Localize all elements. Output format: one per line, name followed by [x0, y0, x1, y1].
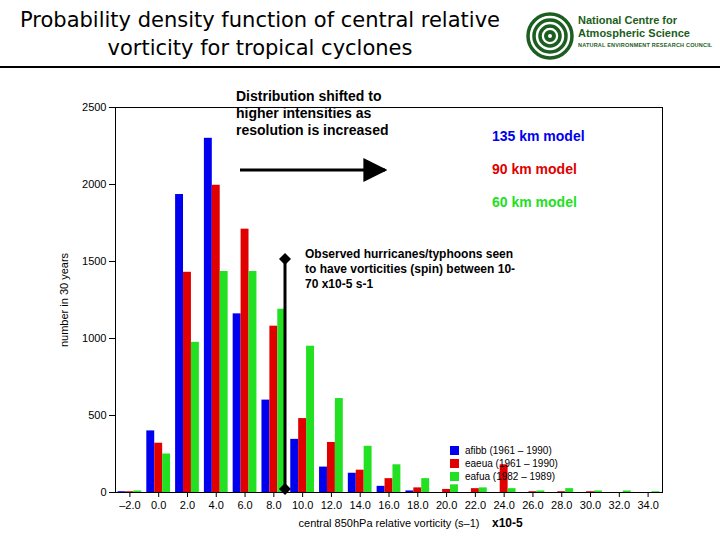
svg-text:30.0: 30.0	[580, 499, 601, 511]
svg-text:–2.0: –2.0	[119, 499, 140, 511]
html-text:x10-5: x10-5	[492, 516, 523, 530]
svg-text:6.0: 6.0	[237, 499, 252, 511]
svg-text:34.0: 34.0	[637, 499, 658, 511]
svg-text:0.0: 0.0	[151, 499, 166, 511]
html-text:Atmospheric Science: Atmospheric Science	[578, 27, 690, 39]
html-text:Observed hurricanes/typhoons s: Observed hurricanes/typhoons seen to hav…	[305, 247, 516, 291]
html-text:eaeua (1961 – 1990): eaeua (1961 – 1990)	[465, 458, 558, 469]
html-text:135 km model: 135 km model	[492, 128, 585, 144]
html-text:60 km model: 60 km model	[492, 194, 577, 210]
svg-text:10.0: 10.0	[292, 499, 313, 511]
svg-text:1000: 1000	[82, 332, 106, 344]
svg-text:2000: 2000	[82, 178, 106, 190]
html-text:Distribution shifted to higher: Distribution shifted to higher intensiti…	[236, 88, 389, 138]
html-text:afibb (1961 – 1990): afibb (1961 – 1990)	[465, 445, 552, 456]
svg-text:2500: 2500	[82, 101, 106, 113]
html-text:eafua (1982 – 1989): eafua (1982 – 1989)	[465, 471, 556, 482]
svg-text:number in 30 years: number in 30 years	[58, 252, 70, 347]
svg-text:central 850hPa relative vortic: central 850hPa relative vorticity (s–1)	[299, 517, 480, 529]
svg-text:32.0: 32.0	[609, 499, 630, 511]
svg-text:20.0: 20.0	[436, 499, 457, 511]
svg-text:4.0: 4.0	[209, 499, 224, 511]
html-text:Probability density function o: Probability density function of central …	[20, 8, 500, 60]
svg-text:24.0: 24.0	[493, 499, 514, 511]
html-text:NATURAL ENVIRONMENT RESEARCH C: NATURAL ENVIRONMENT RESEARCH COUNCIL	[578, 42, 713, 48]
svg-text:26.0: 26.0	[522, 499, 543, 511]
html-text:National Centre for: National Centre for	[578, 14, 677, 26]
svg-text:0: 0	[100, 486, 106, 498]
svg-text:8.0: 8.0	[266, 499, 281, 511]
svg-text:18.0: 18.0	[407, 499, 428, 511]
svg-text:14.0: 14.0	[349, 499, 370, 511]
svg-text:22.0: 22.0	[465, 499, 486, 511]
svg-text:500: 500	[88, 409, 106, 421]
svg-text:1500: 1500	[82, 255, 106, 267]
svg-text:16.0: 16.0	[378, 499, 399, 511]
svg-text:28.0: 28.0	[551, 499, 572, 511]
svg-text:2.0: 2.0	[180, 499, 195, 511]
html-text:90 km model: 90 km model	[492, 161, 577, 177]
svg-text:12.0: 12.0	[321, 499, 342, 511]
